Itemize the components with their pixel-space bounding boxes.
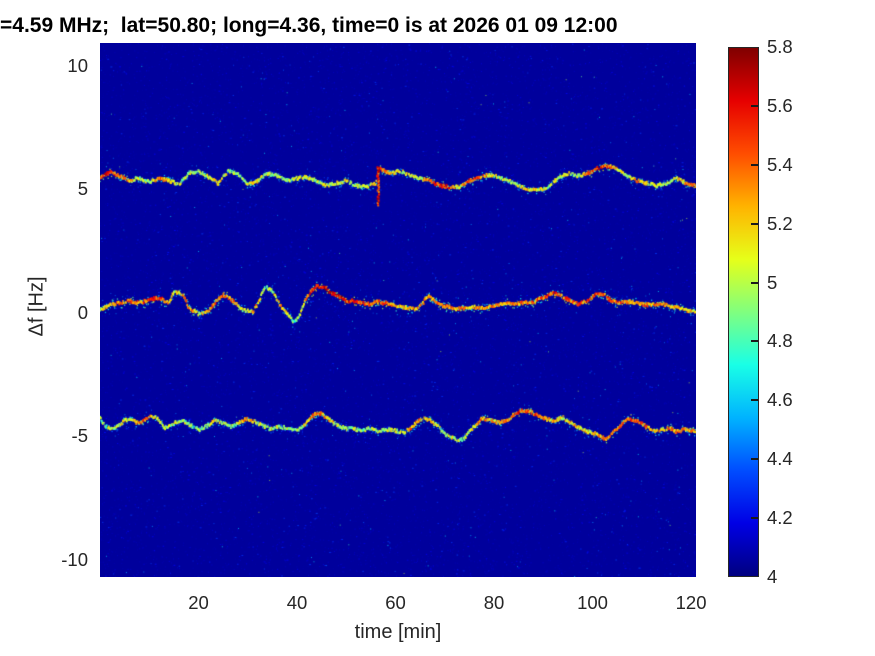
spectrogram-heatmap — [100, 43, 696, 577]
x-tick-label: 40 — [286, 592, 308, 613]
y-tick-label: -5 — [71, 425, 88, 447]
colorbar-tick-label: 4.2 — [767, 507, 793, 529]
colorbar-tick-label: 5 — [767, 271, 778, 293]
x-tick-label: 60 — [385, 592, 406, 613]
colorbar-tick-label: 5.8 — [767, 36, 793, 57]
colorbar-tick-mark — [751, 222, 758, 225]
y-tick-label: 0 — [77, 301, 88, 323]
colorbar-tick-label: 5.6 — [767, 94, 793, 116]
colorbar-tick-label: 4.4 — [767, 448, 793, 470]
x-tick-label: 80 — [483, 592, 505, 613]
plot-title: =4.59 MHz; lat=50.80; long=4.36, time=0 … — [0, 14, 618, 37]
colorbar-tick-label: 4.8 — [767, 330, 793, 352]
x-tick-label: 20 — [188, 592, 209, 613]
colorbar-tick-mark — [751, 458, 758, 461]
colorbar-tick-mark — [751, 281, 758, 284]
y-tick-label: 10 — [67, 54, 88, 76]
colorbar-tick-mark — [751, 163, 758, 166]
y-tick-label: 5 — [77, 178, 88, 200]
colorbar-tick-mark — [751, 399, 758, 402]
x-tick-label: 120 — [675, 592, 707, 613]
colorbar-tick-label: 4 — [767, 566, 778, 587]
y-tick-label: -10 — [61, 548, 88, 570]
colorbar-tick-label: 4.6 — [767, 389, 793, 411]
x-tick-label: 100 — [577, 592, 608, 613]
colorbar-tick-label: 5.4 — [767, 153, 793, 175]
colorbar — [728, 47, 759, 577]
colorbar-tick-mark — [751, 340, 758, 343]
x-axis-label: time [min] — [354, 621, 442, 643]
colorbar-tick-mark — [751, 517, 758, 520]
colorbar-tick-label: 5.2 — [767, 212, 793, 234]
colorbar-tick-mark — [751, 104, 758, 107]
